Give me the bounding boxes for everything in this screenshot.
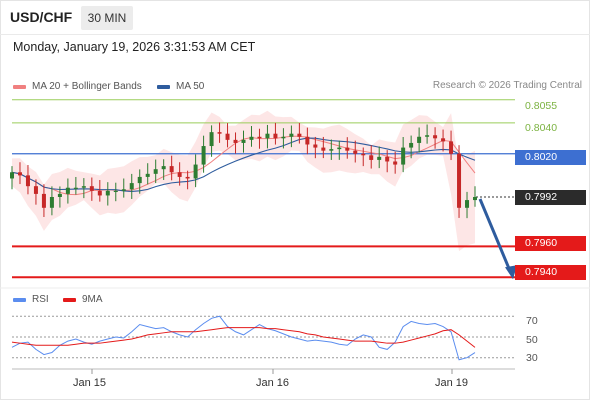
candle-body [353,150,358,154]
candle-body [121,189,126,191]
candle-body [89,186,94,191]
candle-body [137,176,142,184]
candle-body [97,190,102,196]
legend-ma50-label: MA 50 [176,81,205,92]
candle-body [113,190,118,193]
candle-body [249,136,254,140]
chart-datetime: Monday, January 19, 2026 3:31:53 AM CET [13,40,256,54]
bollinger-band [12,110,475,252]
rsi-level-70: 70 [526,315,538,327]
candle-body [225,133,230,140]
trend-arrow-shaft [478,198,513,274]
candle-body [433,135,438,139]
candle-body [369,155,374,160]
candle-body [185,176,190,179]
candle-body [441,138,446,142]
candle-body [321,147,326,151]
candle-body [281,136,286,139]
candle-body [145,173,150,177]
candle-body [217,132,222,134]
candle-body [81,186,86,188]
legend-rsi: RSI [13,294,49,305]
ma50-swatch [157,84,170,89]
candle-body [161,166,166,170]
candle-body [401,147,406,165]
candle-body [273,133,278,139]
candle-body [201,146,206,165]
candle-body [241,139,246,143]
rsi-ma-line [11,327,476,348]
x-tick-label: Jan 16 [256,377,290,389]
legend-rsi-ma-label: 9MA [82,294,103,305]
candle-body [393,161,398,165]
ma50-line [11,137,476,193]
candle-body [10,172,14,179]
level-label-3: 0.7992 [515,190,586,205]
ma20-swatch [13,84,26,89]
candle-body [193,164,198,179]
rsi-ma-swatch [63,297,76,302]
candle-body [361,153,366,156]
header-divider [0,34,590,35]
candle-body [449,141,454,154]
candle-body [105,190,110,196]
legend-ma20: MA 20 + Bollinger Bands [13,81,142,92]
candle-body [289,133,294,137]
candle-body [409,142,414,148]
level-label-0: 0.8055 [525,100,558,112]
symbol-title: USD/CHF [10,9,73,25]
candle-body [129,183,134,190]
candle-body [345,147,350,151]
candle-body [465,200,470,208]
rsi-line [11,315,476,361]
legend-ma50: MA 50 [157,81,204,92]
legend-rsi-label: RSI [32,294,49,305]
candle-body [473,196,477,201]
candle-body [257,136,262,139]
candle-body [385,156,390,162]
candle-body [265,133,270,139]
candle-body [313,144,318,148]
x-tick-label: Jan 15 [73,377,107,389]
x-tick-label: Jan 19 [435,377,469,389]
candle-body [33,186,38,194]
research-credit: Research © 2026 Trading Central [432,80,582,91]
candle-body [305,136,310,145]
level-label-1: 0.8040 [525,122,558,134]
candle-body [177,172,182,177]
candle-body [417,136,422,143]
rsi-swatch [13,297,26,302]
candle-body [209,132,214,147]
candle-body [49,196,54,208]
level-label-2: 0.8020 [515,150,586,165]
trend-arrow-head [505,265,517,280]
rsi-level-50: 50 [526,334,538,346]
candle-body [41,193,46,208]
candle-body [57,193,62,197]
candle-body [425,135,430,137]
candle-body [17,172,22,176]
candle-body [297,133,302,137]
legend-ma20-label: MA 20 + Bollinger Bands [32,81,142,92]
candle-body [377,156,382,160]
level-label-5: 0.7940 [515,265,586,280]
candle-body [25,175,30,187]
level-label-4: 0.7960 [515,236,586,251]
candle-body [65,187,70,194]
candle-body [73,187,78,189]
candle-body [337,147,342,150]
candle-body [169,166,174,173]
timeframe-button[interactable]: 30 MIN [81,6,133,30]
candle-body [457,153,462,208]
candle-body [233,139,238,143]
legend-rsi-ma: 9MA [63,294,103,305]
candle-body [329,149,334,151]
rsi-level-30: 30 [526,352,538,364]
candle-body [153,169,158,174]
